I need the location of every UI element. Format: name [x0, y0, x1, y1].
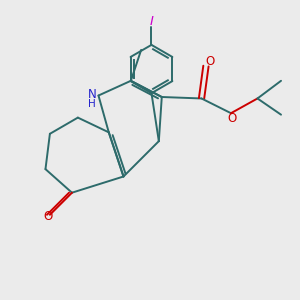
Text: N: N: [88, 88, 96, 100]
Text: I: I: [149, 15, 153, 28]
Text: O: O: [228, 112, 237, 125]
Text: O: O: [206, 55, 215, 68]
Text: O: O: [44, 210, 53, 223]
Text: H: H: [88, 99, 96, 109]
